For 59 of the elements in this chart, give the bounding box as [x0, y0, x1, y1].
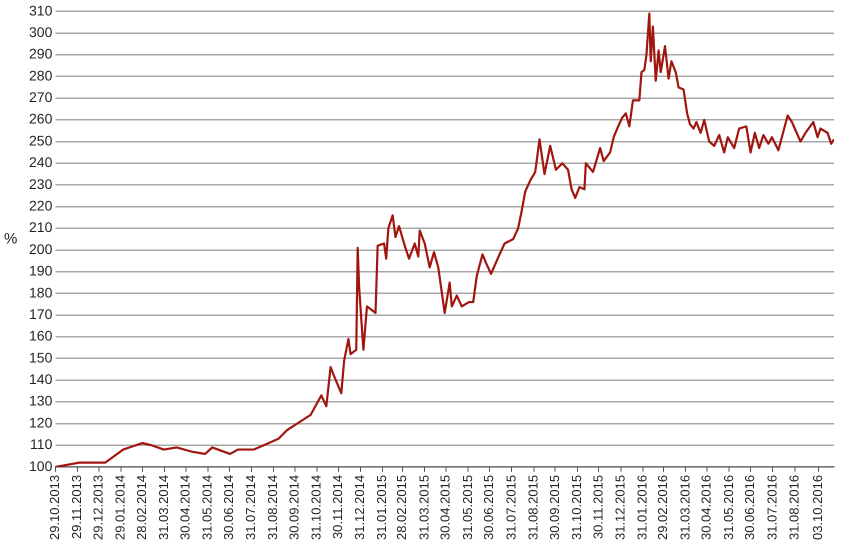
x-tick-label: 31.12.2015	[612, 474, 628, 540]
y-tick-label: 100	[29, 458, 53, 474]
y-tick-label: 290	[29, 46, 53, 62]
y-tick-label: 160	[29, 328, 53, 344]
x-tick-label: 30.04.2014	[177, 474, 192, 540]
x-tick-label: 31.01.2015	[374, 474, 390, 540]
x-tick-label: 31.07.2016	[764, 474, 780, 540]
x-tick-label: 29.10.2013	[46, 474, 62, 540]
y-axis-title: %	[4, 230, 18, 248]
x-tick-label: 30.04.2016	[698, 474, 714, 540]
x-tick-label: 31.07.2015	[503, 474, 518, 540]
y-tick-label: 190	[29, 262, 53, 279]
x-tick-label: 31.05.2016	[720, 474, 736, 540]
x-tick-label: 30.04.2015	[438, 474, 453, 540]
x-tick-label: 31.12.2014	[352, 474, 368, 540]
x-tick-label: 31.03.2016	[677, 474, 692, 540]
x-tick-label: 31.01.2016	[634, 474, 650, 540]
y-tick-label: 150	[29, 349, 53, 366]
x-tick-label: 29.11.2013	[69, 474, 84, 540]
y-tick-label: 300	[29, 24, 53, 40]
x-tick-label: 31.03.2014	[156, 474, 172, 540]
x-tick-label: 28.02.2015	[394, 474, 410, 540]
y-tick-label: 240	[29, 154, 53, 170]
x-tick-label: 31.10.2014	[308, 474, 324, 540]
x-tick-label: 03.10.2016	[810, 474, 825, 540]
x-tick-label: 29.12.2013	[90, 474, 106, 540]
x-tick-label: 31.08.2015	[525, 474, 540, 540]
y-tick-label: 310	[29, 2, 53, 18]
y-tick-label: 200	[29, 240, 53, 257]
x-tick-label: 28.02.2014	[134, 474, 149, 540]
y-tick-label: 140	[29, 371, 53, 388]
y-tick-label: 130	[29, 392, 53, 409]
y-tick-label: 120	[29, 414, 53, 430]
y-tick-label: 230	[29, 176, 53, 192]
x-tick-label: 31.07.2014	[243, 474, 258, 540]
y-tick-label: 270	[29, 89, 53, 106]
x-tick-label: 30.11.2014	[330, 474, 346, 540]
x-tick-label: 30.06.2016	[742, 474, 758, 540]
y-tick-label: 220	[29, 197, 53, 214]
y-tick-label: 180	[29, 284, 53, 300]
x-tick-label: 30.09.2015	[546, 474, 562, 540]
x-tick-label: 31.10.2015	[568, 474, 584, 540]
y-tick-label: 210	[29, 219, 53, 236]
y-tick-label: 280	[29, 67, 53, 84]
y-tick-label: 110	[30, 436, 53, 452]
x-tick-label: 31.05.2015	[460, 474, 475, 540]
x-tick-label: 29.01.2014	[112, 474, 128, 540]
x-tick-label: 30.06.2014	[220, 474, 236, 540]
y-tick-label: 170	[29, 306, 53, 322]
x-tick-label: 29.02.2016	[655, 474, 670, 540]
x-tick-label: 30.09.2014	[286, 474, 302, 540]
y-tick-label: 260	[29, 110, 53, 127]
x-tick-label: 31.08.2014	[265, 474, 280, 540]
x-tick-label: 31.05.2014	[200, 474, 215, 540]
x-tick-label: 30.06.2015	[481, 474, 496, 540]
x-tick-label: 31.03.2015	[416, 474, 432, 540]
x-tick-label: 31.08.2016	[786, 474, 802, 540]
y-tick-label: 250	[29, 132, 53, 148]
x-tick-label: 30.11.2015	[590, 474, 606, 540]
